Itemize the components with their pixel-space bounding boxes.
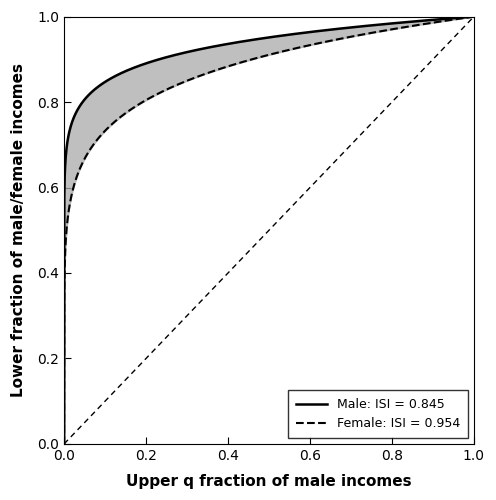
X-axis label: Upper q fraction of male incomes: Upper q fraction of male incomes (126, 474, 412, 489)
Y-axis label: Lower fraction of male/female incomes: Lower fraction of male/female incomes (11, 64, 26, 398)
Legend: Male: ISI = 0.845, Female: ISI = 0.954: Male: ISI = 0.845, Female: ISI = 0.954 (288, 390, 468, 438)
